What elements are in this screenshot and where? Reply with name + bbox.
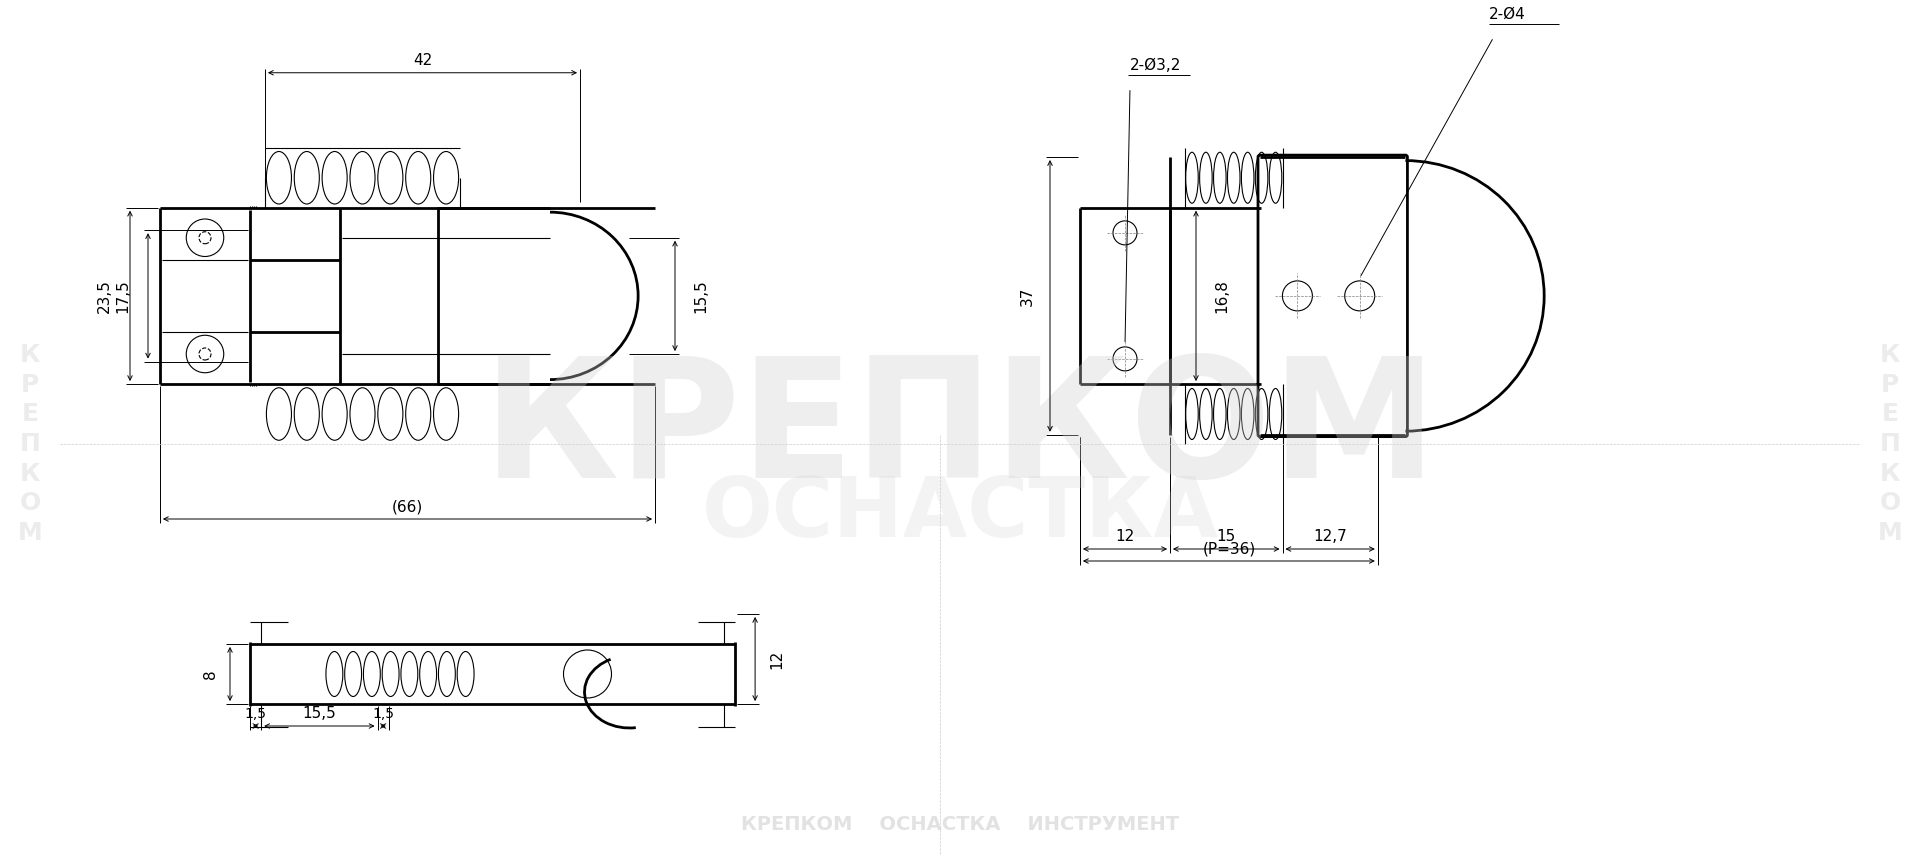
Text: К
Р
Е
П
К
О
М: К Р Е П К О М — [1878, 343, 1903, 545]
Text: 15: 15 — [1217, 529, 1236, 544]
Text: (Р=36): (Р=36) — [1202, 541, 1256, 556]
Text: КРЕПКОМ: КРЕПКОМ — [482, 351, 1438, 513]
Text: 23,5: 23,5 — [98, 279, 111, 313]
Text: 17,5: 17,5 — [115, 279, 131, 313]
Text: 8: 8 — [204, 670, 219, 679]
Text: 1,5: 1,5 — [244, 707, 267, 721]
Text: ОСНАСТКA: ОСНАСТКA — [701, 473, 1219, 555]
Text: 42: 42 — [413, 53, 432, 67]
Text: 15,5: 15,5 — [693, 279, 708, 313]
Text: 12: 12 — [1116, 529, 1135, 544]
Text: 12: 12 — [770, 650, 783, 669]
Text: (66): (66) — [392, 499, 422, 514]
Text: 37: 37 — [1020, 286, 1035, 306]
Text: К
Р
Е
П
К
О
М: К Р Е П К О М — [17, 343, 42, 545]
Text: 16,8: 16,8 — [1213, 279, 1229, 313]
Text: 12,7: 12,7 — [1313, 529, 1348, 544]
Text: 2-Ø4: 2-Ø4 — [1488, 7, 1524, 22]
Text: КРЕПКОМ    ОСНАСТКА    ИНСТРУМЕНТ: КРЕПКОМ ОСНАСТКА ИНСТРУМЕНТ — [741, 815, 1179, 834]
Text: 2-Ø3,2: 2-Ø3,2 — [1131, 58, 1181, 73]
Text: 1,5: 1,5 — [372, 707, 394, 721]
Text: 15,5: 15,5 — [303, 706, 336, 721]
